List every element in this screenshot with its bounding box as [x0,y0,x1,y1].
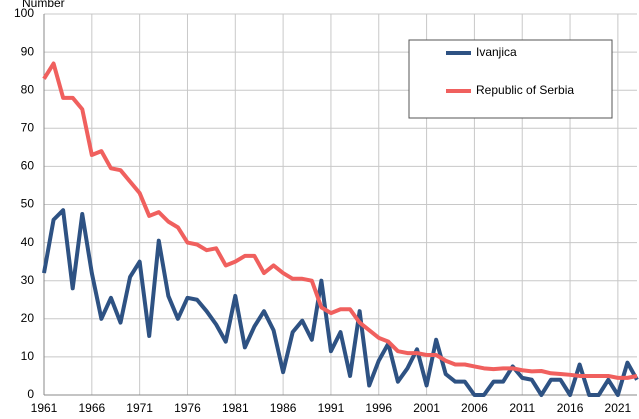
y-tick-label: 20 [21,311,35,325]
x-tick-label: 1991 [318,401,345,415]
y-tick-label: 0 [27,387,34,401]
y-tick-label: 90 [21,44,35,58]
legend: Ivanjica Republic of Serbia [408,39,613,119]
data-line [42,208,639,397]
legend-box [408,39,613,119]
x-tick-label: 2021 [605,401,632,415]
data-line [42,61,638,380]
y-tick-label: 60 [21,159,35,173]
x-tick-label: 2016 [557,401,584,415]
y-tick-label: 40 [21,235,35,249]
x-tick-label: 2011 [509,401,535,415]
legend-label: Republic of Serbia [476,83,574,97]
x-tick-label: 1976 [174,401,201,415]
y-tick-label: 50 [21,197,35,211]
x-tick-label: 1971 [126,401,153,415]
x-tick-label: 1961 [31,401,58,415]
x-tick-label: 2001 [413,401,440,415]
x-tick-label: 1996 [365,401,392,415]
y-tick-label: 30 [21,273,35,287]
y-tick-label: 10 [21,349,35,363]
x-tick-label: 1981 [222,401,249,415]
x-tick-label: 1986 [270,401,297,415]
y-tick-label: 70 [21,120,35,134]
y-tick-label: 80 [21,82,35,96]
x-tick-label: 2006 [461,401,488,415]
y-tick-label: 100 [14,6,34,20]
y-axis-label: Number [22,0,65,10]
x-tick-label: 1966 [78,401,105,415]
legend-label: Ivanjica [476,45,517,59]
